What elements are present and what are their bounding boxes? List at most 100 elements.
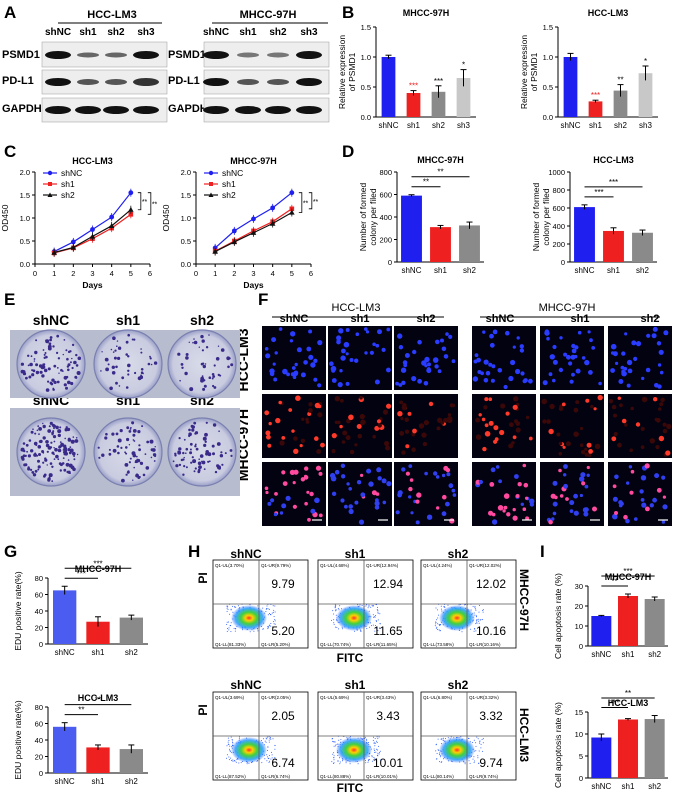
colony-dot bbox=[48, 425, 51, 428]
chart-title: HCC-LM3 bbox=[608, 698, 649, 708]
cell-nucleus bbox=[552, 359, 558, 365]
cell-nucleus bbox=[404, 417, 410, 423]
event-dot bbox=[469, 762, 471, 764]
cell-nucleus bbox=[440, 421, 445, 425]
cell-nucleus bbox=[581, 481, 586, 486]
colony-dot bbox=[132, 479, 134, 481]
bar-shnc bbox=[574, 207, 595, 262]
cell-nucleus bbox=[649, 438, 655, 444]
colony-dot bbox=[211, 444, 215, 448]
cell-nucleus bbox=[275, 417, 281, 424]
event-dot bbox=[375, 620, 377, 621]
cell-nucleus bbox=[508, 375, 514, 382]
colony-dot bbox=[145, 466, 150, 470]
colony-dot bbox=[39, 439, 43, 444]
event-dot bbox=[376, 748, 378, 750]
cell-nucleus bbox=[478, 413, 482, 417]
event-dot bbox=[232, 760, 234, 762]
cell-nucleus bbox=[630, 406, 634, 411]
colony-dot bbox=[205, 421, 208, 424]
event-dot bbox=[271, 751, 272, 753]
colony-dot bbox=[49, 421, 53, 425]
cell-nucleus bbox=[304, 501, 308, 506]
cell-nucleus bbox=[584, 452, 589, 457]
colony-dot bbox=[132, 429, 137, 433]
bar-sh2 bbox=[632, 232, 653, 262]
cell-nucleus bbox=[569, 500, 575, 506]
colony-dot bbox=[104, 357, 109, 362]
colony-dot bbox=[150, 363, 153, 366]
cell-nucleus bbox=[474, 353, 479, 358]
bar-sh1 bbox=[86, 621, 110, 644]
event-dot bbox=[332, 741, 334, 743]
blot-band bbox=[75, 106, 101, 114]
cell-nucleus bbox=[415, 499, 420, 504]
event-dot bbox=[436, 619, 437, 621]
flow-col-label: sh1 bbox=[345, 678, 366, 692]
colony-dot bbox=[70, 381, 74, 386]
quadrant-percent-lr: 10.01 bbox=[373, 756, 403, 770]
event-dot bbox=[273, 609, 275, 611]
cell-nucleus bbox=[484, 397, 489, 402]
colony-dot bbox=[115, 365, 118, 369]
colony-dot bbox=[42, 436, 46, 440]
cell-nucleus bbox=[447, 413, 452, 417]
colony-dot bbox=[184, 371, 188, 376]
colony-dot bbox=[125, 340, 129, 344]
event-dot bbox=[228, 759, 230, 761]
x-tick-label: 5 bbox=[129, 269, 133, 278]
bar-sh2 bbox=[613, 90, 628, 117]
cell-nucleus bbox=[656, 487, 662, 493]
blot-band bbox=[105, 79, 127, 85]
event-dot bbox=[473, 612, 475, 614]
event-dot bbox=[272, 738, 274, 740]
cell-nucleus bbox=[329, 472, 336, 479]
colony-dot bbox=[107, 363, 110, 366]
colony-dot bbox=[119, 429, 123, 433]
cell-nucleus bbox=[641, 396, 648, 403]
flow-ylabel: PI bbox=[196, 572, 210, 583]
cell-nucleus bbox=[558, 367, 564, 373]
event-dot bbox=[269, 736, 271, 738]
colony-dot bbox=[141, 425, 144, 428]
event-dot bbox=[371, 760, 373, 762]
event-dot bbox=[272, 626, 274, 628]
cell-nucleus bbox=[523, 482, 529, 488]
cell-nucleus bbox=[296, 347, 302, 353]
colony-dot bbox=[39, 370, 43, 374]
event-dot bbox=[332, 763, 334, 764]
cell-nucleus bbox=[376, 419, 382, 424]
cell-nucleus bbox=[593, 407, 597, 411]
cell-nucleus bbox=[281, 503, 287, 509]
cell-nucleus bbox=[345, 352, 349, 356]
colony-dot bbox=[56, 367, 59, 369]
event-dot bbox=[235, 761, 237, 763]
cell-nucleus bbox=[665, 450, 671, 456]
event-dot bbox=[444, 607, 446, 608]
cell-nucleus bbox=[397, 411, 403, 417]
cell-nucleus bbox=[360, 492, 366, 498]
colony-dot bbox=[180, 458, 184, 462]
colony-dot bbox=[51, 431, 54, 435]
cell-nucleus bbox=[482, 330, 486, 334]
event-dot bbox=[274, 629, 276, 631]
cell-nucleus bbox=[442, 494, 447, 500]
colony-dot bbox=[110, 348, 113, 351]
colony-dot bbox=[77, 356, 82, 361]
cell-nucleus bbox=[517, 482, 522, 487]
event-dot bbox=[441, 738, 443, 740]
cell-nucleus bbox=[340, 398, 344, 403]
colony-dot bbox=[178, 437, 181, 440]
colony-dot bbox=[183, 465, 186, 468]
colony-dot bbox=[140, 348, 142, 350]
cell-nucleus bbox=[516, 336, 520, 340]
cell-nucleus bbox=[579, 426, 584, 431]
cell-nucleus bbox=[435, 339, 440, 345]
cell-nucleus bbox=[306, 346, 312, 352]
panel-letter-c: C bbox=[4, 142, 16, 161]
cell-nucleus bbox=[315, 465, 322, 471]
panel-letter-d: D bbox=[342, 142, 354, 161]
significance-bracket bbox=[298, 192, 303, 213]
cell-nucleus bbox=[303, 360, 308, 365]
event-dot bbox=[450, 736, 452, 738]
